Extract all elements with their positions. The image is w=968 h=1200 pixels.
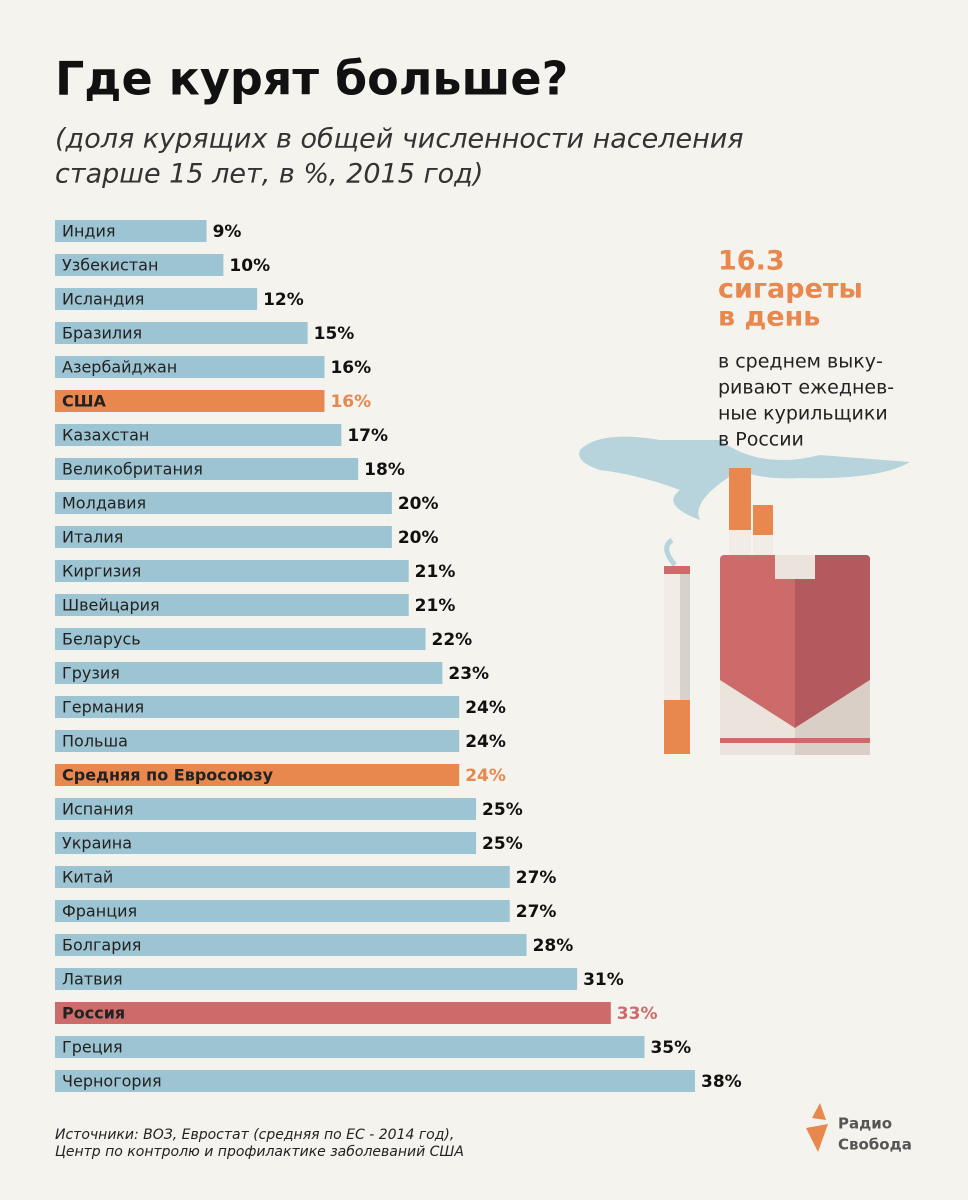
bar — [55, 662, 443, 684]
category-label: Средняя по Евросоюзу — [62, 766, 274, 785]
category-label: Индия — [62, 222, 116, 241]
bar — [55, 832, 477, 854]
value-label: 27% — [516, 902, 557, 922]
bar — [55, 628, 426, 650]
category-label: Германия — [62, 698, 144, 717]
category-label: Казахстан — [62, 426, 149, 445]
category-label: Польша — [62, 732, 128, 751]
value-label: 18% — [364, 460, 405, 480]
value-label: 22% — [432, 630, 473, 650]
value-label: 28% — [533, 936, 574, 956]
category-label: Китай — [62, 868, 113, 887]
value-label: 12% — [263, 290, 304, 310]
callout-text: в России — [718, 429, 804, 451]
category-label: Франция — [62, 902, 137, 921]
category-label: Узбекистан — [62, 256, 158, 275]
bar — [55, 1036, 645, 1058]
callout-text: ные курильщики — [718, 403, 888, 425]
bar — [55, 764, 460, 786]
bar — [55, 798, 477, 820]
value-label: 24% — [465, 698, 506, 718]
value-label: 27% — [516, 868, 557, 888]
value-label: 35% — [650, 1038, 691, 1058]
value-label: 33% — [617, 1004, 658, 1024]
bar — [55, 288, 258, 310]
value-label: 16% — [330, 358, 371, 378]
value-label: 17% — [347, 426, 388, 446]
subtitle: старше 15 лет, в %, 2015 год) — [55, 159, 483, 190]
callout-headline: в день — [718, 302, 820, 333]
category-label: Болгария — [62, 936, 141, 955]
bar — [55, 458, 359, 480]
value-label: 24% — [465, 732, 506, 752]
logo-text: Радио — [838, 1115, 892, 1133]
category-label: Испания — [62, 800, 134, 819]
value-label: 21% — [415, 596, 456, 616]
subtitle: (доля курящих в общей численности населе… — [55, 124, 744, 155]
value-label: 20% — [398, 494, 439, 514]
bar — [55, 900, 510, 922]
value-label: 23% — [448, 664, 489, 684]
category-label: Молдавия — [62, 494, 146, 513]
value-label: 25% — [482, 800, 523, 820]
logo-text: Свобода — [838, 1136, 912, 1154]
category-label: Исландия — [62, 290, 144, 309]
bar — [55, 696, 460, 718]
source: Центр по контролю и профилактике заболев… — [55, 1144, 464, 1160]
value-label: 24% — [465, 766, 506, 786]
bar — [55, 390, 325, 412]
callout-headline: 16.3 — [718, 246, 785, 277]
category-label: Украина — [62, 834, 132, 853]
value-label: 15% — [314, 324, 355, 344]
value-label: 20% — [398, 528, 439, 548]
value-label: 31% — [583, 970, 624, 990]
bar — [55, 254, 224, 276]
category-label: Великобритания — [62, 460, 203, 479]
value-label: 38% — [701, 1072, 742, 1092]
callout-text: ривают ежеднев- — [718, 377, 894, 399]
bar — [55, 526, 392, 548]
bar — [55, 220, 207, 242]
bar — [55, 730, 460, 752]
callout-text: в среднем выку- — [718, 351, 883, 373]
category-label: Швейцария — [62, 596, 160, 615]
callout-headline: сигареты — [718, 274, 863, 305]
category-label: Россия — [62, 1004, 125, 1023]
value-label: 25% — [482, 834, 523, 854]
bar — [55, 594, 409, 616]
bar — [55, 356, 325, 378]
bar — [55, 322, 308, 344]
bar — [55, 866, 510, 888]
category-label: Грузия — [62, 664, 120, 683]
chart-title: Где курят больше? — [55, 52, 568, 106]
category-label: Италия — [62, 528, 123, 547]
bar — [55, 424, 342, 446]
category-label: Черногория — [62, 1072, 162, 1091]
illustration — [579, 436, 910, 1152]
value-label: 21% — [415, 562, 456, 582]
category-label: Беларусь — [62, 630, 141, 649]
source: Источники: ВОЗ, Евростат (средняя по ЕС … — [55, 1127, 454, 1143]
value-label: 9% — [213, 222, 242, 242]
bar — [55, 560, 409, 582]
bar — [55, 1002, 611, 1024]
value-label: 10% — [229, 256, 270, 276]
category-label: США — [62, 392, 107, 411]
bar — [55, 934, 527, 956]
category-label: Бразилия — [62, 324, 142, 343]
bar — [55, 1070, 695, 1092]
category-label: Азербайджан — [62, 358, 177, 377]
category-label: Греция — [62, 1038, 123, 1057]
value-label: 16% — [330, 392, 371, 412]
bar — [55, 968, 578, 990]
bar — [55, 492, 392, 514]
category-label: Латвия — [62, 970, 123, 989]
category-label: Киргизия — [62, 562, 141, 581]
